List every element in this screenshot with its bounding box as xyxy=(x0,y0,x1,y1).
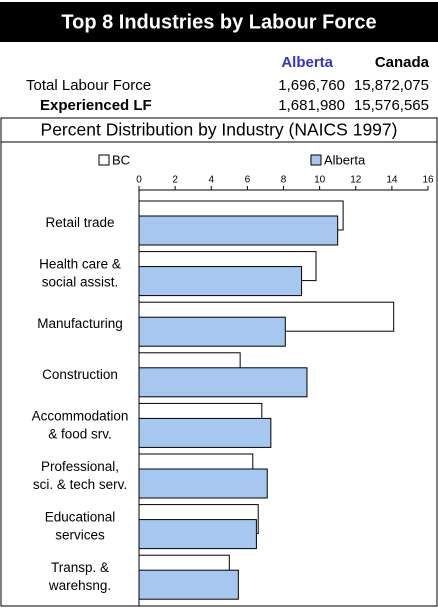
bar xyxy=(138,569,239,600)
category-label: Health care & social assist. xyxy=(39,256,121,289)
bar xyxy=(138,417,272,448)
x-tick-label: 4 xyxy=(208,175,214,186)
category-label: Construction xyxy=(42,366,118,381)
bar xyxy=(138,215,339,246)
category-label: Professional, sci. & tech serv. xyxy=(33,459,127,492)
bar xyxy=(138,316,286,347)
category-label: Manufacturing xyxy=(37,316,123,331)
cell: 15,872,075 xyxy=(354,77,429,94)
category-label: Transp. & warehsng. xyxy=(48,560,111,593)
x-tick-label: 12 xyxy=(350,175,362,186)
cell: 1,681,980 xyxy=(278,97,345,114)
category-label: Accommodation & food srv. xyxy=(32,408,129,441)
legend-label: BC xyxy=(112,152,130,167)
x-tick-label: 6 xyxy=(245,175,251,186)
category-label: Educational services xyxy=(45,509,116,542)
x-tick-label: 10 xyxy=(314,175,326,186)
subtitle: Percent Distribution by Industry (NAICS … xyxy=(41,120,398,140)
bar xyxy=(138,367,308,398)
title: Top 8 Industries by Labour Force xyxy=(61,11,376,33)
category-label: Retail trade xyxy=(45,215,114,230)
x-tick-label: 16 xyxy=(422,175,434,186)
cell: 1,696,760 xyxy=(278,77,345,94)
bar xyxy=(138,519,257,550)
x-tick-label: 8 xyxy=(281,175,287,186)
row-label: Total Labour Force xyxy=(26,77,151,94)
row-label: Experienced LF xyxy=(40,97,152,114)
x-tick-label: 14 xyxy=(386,175,398,186)
x-tick-label: 0 xyxy=(136,175,142,186)
title-bar xyxy=(0,2,438,42)
column-header: Canada xyxy=(375,54,430,71)
bar xyxy=(138,266,303,297)
legend-swatch xyxy=(98,154,110,166)
bar xyxy=(138,468,268,499)
cell: 15,576,565 xyxy=(354,97,429,114)
column-header: Alberta xyxy=(281,54,333,71)
chart: BC Alberta 0 2 4 6 8 10 12 14 16 Retail trade Health… xyxy=(32,152,434,606)
legend-swatch xyxy=(310,154,322,166)
x-tick-label: 2 xyxy=(172,175,178,186)
chart-frame xyxy=(0,141,438,607)
legend-label: Alberta xyxy=(324,152,366,167)
